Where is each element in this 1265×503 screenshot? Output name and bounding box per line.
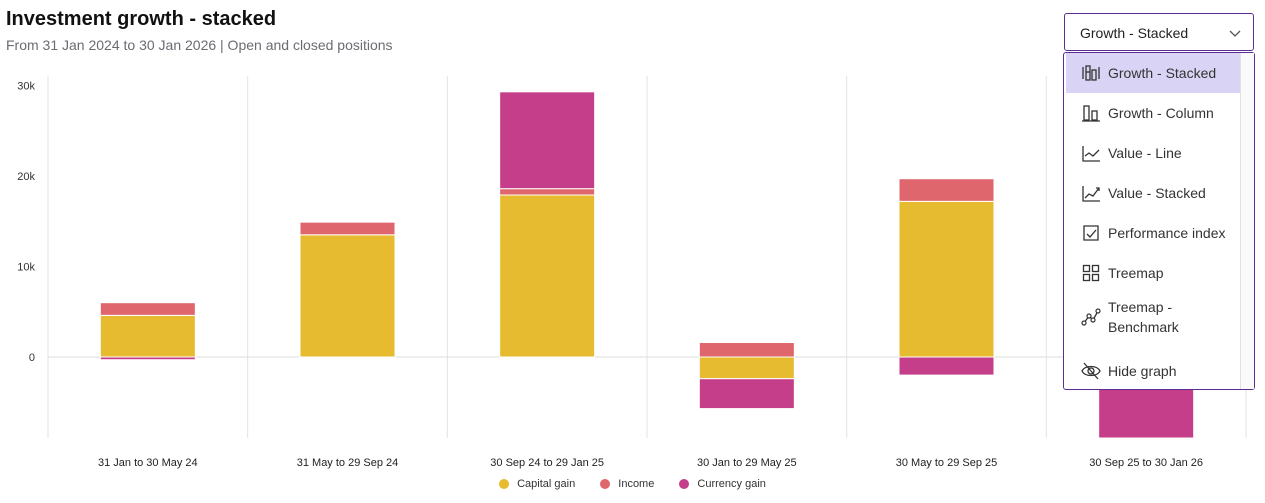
menu-scrollbar[interactable] [1240,53,1254,389]
menu-item-value-stacked[interactable]: Value - Stacked [1066,173,1241,213]
bar-segment-currency-gain[interactable] [499,91,596,190]
chart-type-menu: Growth - Stacked Growth - Column Value -… [1063,52,1255,390]
chart-type-selected-label: Growth - Stacked [1080,25,1189,41]
x-tick-label: 30 May to 29 Sep 25 [896,457,998,469]
chart-title: Investment growth - stacked [6,8,277,30]
legend-item-currency-gain[interactable]: Currency gain [679,478,766,490]
menu-item-label: Treemap - Benchmark [1108,299,1179,335]
stacked-bar-icon [1082,65,1100,81]
chart-type-dropdown[interactable]: Growth - Stacked [1064,13,1254,51]
legend-item-income[interactable]: Income [600,478,654,490]
x-tick-label: 30 Sep 25 to 30 Jan 26 [1089,457,1203,469]
chart-subtitle: From 31 Jan 2024 to 30 Jan 2026 | Open a… [6,37,393,53]
treemap-icon [1082,264,1100,282]
capital-gain-dot-icon [499,479,510,489]
stacked-bar-chart: 0 10k 20k 30k 31 Jan to 30 May 24 31 May to … [17,76,1247,469]
menu-item-label: Value - Stacked [1108,185,1206,201]
menu-item-label: Performance index [1108,225,1226,241]
bar-segment-capital-gain[interactable] [499,194,596,358]
menu-item-growth-stacked[interactable]: Growth - Stacked [1066,53,1241,93]
bar-segment-currency-gain[interactable] [898,356,995,376]
menu-item-label: Growth - Stacked [1108,65,1217,81]
legend-label: Currency gain [697,478,766,490]
chart-legend: Capital gain Income Currency gain [0,478,1265,492]
currency-gain-dot-icon [679,479,690,489]
y-tick-label: 0 [29,352,35,364]
bar-segment-income[interactable] [99,302,196,316]
bar-segment-currency-gain[interactable] [99,356,196,361]
menu-item-growth-column[interactable]: Growth - Column [1066,93,1241,133]
legend-label: Income [618,478,655,490]
bar-segment-capital-gain[interactable] [99,314,196,358]
menu-item-label: Growth - Column [1108,105,1214,121]
legend-item-capital-gain[interactable]: Capital gain [499,478,575,490]
eye-off-icon [1081,362,1101,380]
menu-item-value-line[interactable]: Value - Line [1066,133,1241,173]
line-chart-icon [1082,146,1100,162]
x-tick-label: 30 Jan to 29 May 25 [697,457,797,469]
treemap-benchmark-icon [1081,308,1101,326]
menu-item-hide-graph[interactable]: Hide graph [1066,351,1241,391]
stacked-line-icon [1082,186,1100,202]
x-tick-label: 30 Sep 24 to 29 Jan 25 [490,457,604,469]
menu-item-performance-index[interactable]: Performance index [1066,213,1241,253]
menu-item-treemap-benchmark[interactable]: Treemap - Benchmark [1066,293,1241,341]
y-tick-label: 30k [17,81,35,93]
bar-segment-capital-gain[interactable] [698,356,795,380]
chevron-down-icon [1229,30,1241,37]
menu-item-label: Treemap [1108,265,1164,281]
income-dot-icon [600,479,611,489]
menu-item-treemap[interactable]: Treemap [1066,253,1241,293]
bar-segment-currency-gain[interactable] [698,378,795,410]
menu-item-label: Hide graph [1108,363,1177,379]
x-tick-label: 31 May to 29 Sep 24 [297,457,399,469]
bar-segment-income[interactable] [499,188,596,196]
bar-segment-income[interactable] [898,178,995,202]
bar-segment-income[interactable] [299,221,396,236]
column-chart-icon [1082,105,1100,122]
bar-segment-income[interactable] [698,342,795,358]
bar-segment-capital-gain[interactable] [299,234,396,358]
performance-index-icon [1083,225,1099,241]
legend-label: Capital gain [517,478,576,490]
menu-item-label: Value - Line [1108,145,1182,161]
y-tick-label: 20k [17,171,35,183]
y-tick-label: 10k [17,262,35,274]
x-tick-label: 31 Jan to 30 May 24 [98,457,198,469]
bar-segment-capital-gain[interactable] [898,200,995,358]
